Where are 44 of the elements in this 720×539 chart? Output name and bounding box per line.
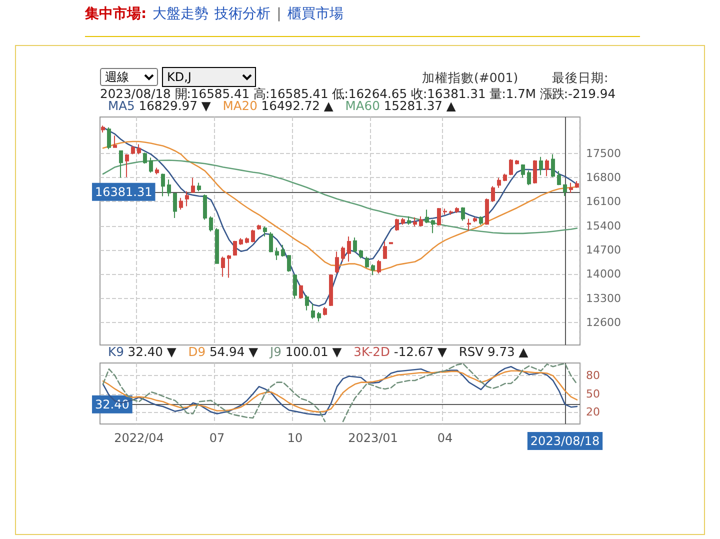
x-tick-label: 2023/01 [348,431,398,445]
text: 15281.37 ▲ [384,99,456,113]
text: 最後日期: [552,70,608,87]
y-tick-label: 17500 [586,146,621,160]
annotation: 54.94 ▼ [209,345,260,359]
x-tick-label: 07 [209,431,225,445]
x-tick-label: 04 [437,431,453,445]
y-tick-label: 15400 [586,219,621,232]
x-tick-label: 2022/04 [114,431,164,445]
text: 技術分析 [214,6,271,22]
x-tick-label: 10 [287,431,303,445]
text: 集中市場: [85,6,147,22]
series-label: MA5 [108,99,135,113]
y-tick-label: 20 [586,405,600,418]
dropdown: KD,J [162,67,256,87]
text: MA20 [222,99,258,113]
y-tick-label: 50 [586,387,600,400]
text: | [276,6,282,22]
y-tick-label: 16800 [586,170,621,184]
text: 2023/08/18 開:16585.41 高:16585.41 低:16264.65 收:16381.31 量:1.7M 漲跌:-219.94 [100,86,616,101]
text: 櫃買市場 [287,6,344,22]
annotation: RSV 9.73 ▲ [458,345,528,359]
annotation: 100.01 ▼ [285,345,343,359]
y-tick-label: 80 [586,369,600,382]
x-tick-label: 2023/08/18 [530,434,600,448]
text: 16492.72 ▲ [261,99,334,113]
annotation: 3K-2D [354,345,391,359]
y-tick-label: 14000 [586,268,621,281]
ref-line-label: 16381.31 [95,184,152,199]
text: 16829.97 ▼ [138,99,211,113]
annotation: -12.67 ▼ [394,345,448,359]
text: MA60 [345,99,380,113]
series-label: J9 [270,345,282,359]
y-tick-label: 13300 [586,292,621,305]
ref-line-label: 32.40 [95,397,130,412]
dropdown: 週線 [100,68,158,86]
y-tick-label: 14700 [586,244,621,256]
text: D9 [188,345,207,359]
text: K9 [108,345,125,359]
text: 加權指數(#001) [422,70,518,87]
y-tick-label: 16100 [586,195,621,208]
y-tick-label: 12600 [586,316,621,330]
text: 大盤走勢 [152,6,209,22]
annotation: 32.40 ▼ [128,345,178,359]
